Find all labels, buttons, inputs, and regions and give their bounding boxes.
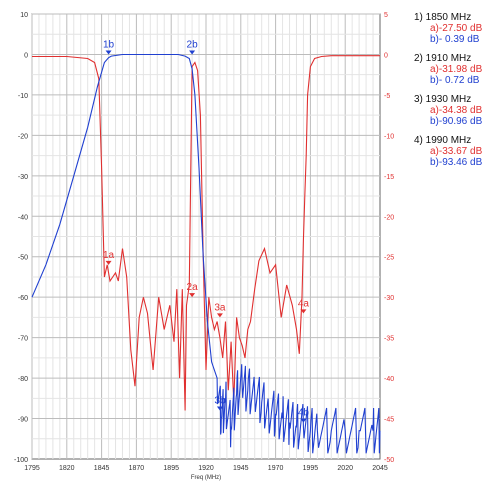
x-tick-label: 1845 xyxy=(94,465,110,472)
y-left-tick-label: -10 xyxy=(18,93,28,100)
marker-triangle xyxy=(300,418,307,423)
marker-label: 1b xyxy=(103,39,115,50)
x-tick-label: 2045 xyxy=(372,465,388,472)
y-right-tick-label: -15 xyxy=(384,174,394,181)
y-right-tick-label: -5 xyxy=(384,93,390,100)
marker-label: 4a xyxy=(298,298,310,309)
x-tick-label: 2020 xyxy=(337,465,353,472)
marker-4-frequency: 4) 1990 MHz xyxy=(414,135,472,146)
y-left-tick-label: 10 xyxy=(20,12,28,19)
filter-response-chart: 1795 1820 1845 1870 1895 1920 1945 1970 1995 2020… xyxy=(14,12,394,481)
marker-triangle xyxy=(105,260,112,265)
y-left-tick-label: -60 xyxy=(18,295,28,302)
x-tick-label: 1820 xyxy=(59,465,75,472)
x-tick-label: 1945 xyxy=(233,465,249,472)
x-tick-label: 1920 xyxy=(198,465,214,472)
marker-triangle xyxy=(300,309,307,314)
marker-4: 4) 1990 MHz a)-33.67 dB b)-93.46 dB xyxy=(414,135,493,168)
x-axis-title: Freq (MHz) xyxy=(191,475,221,481)
y-right-tick-label: -30 xyxy=(384,295,394,302)
marker-label: 2a xyxy=(187,282,199,293)
series-2-line xyxy=(31,53,381,454)
marker-3-frequency: 3) 1930 MHz xyxy=(414,94,472,105)
marker-2-value-a: a)-31.98 dB xyxy=(430,64,483,75)
y-left-tick-label: -100 xyxy=(14,457,28,464)
y-left-tick-label: -90 xyxy=(18,417,28,424)
marker-1: 1) 1850 MHz a)-27.50 dB b)- 0.39 dB xyxy=(414,12,493,45)
series-1-line xyxy=(32,55,380,411)
y-right-tick-label: 0 xyxy=(384,52,388,59)
marker-4-value-a: a)-33.67 dB xyxy=(430,146,483,157)
y-left-tick-label: -80 xyxy=(18,376,28,383)
x-tick-label: 1895 xyxy=(163,465,179,472)
y-right-tick-label: -35 xyxy=(384,336,394,343)
y-left-tick-label: -40 xyxy=(18,214,28,221)
marker-label: 4b xyxy=(298,408,310,419)
marker-triangle xyxy=(216,313,223,318)
marker-2-value-b: b)- 0.72 dB xyxy=(430,75,480,86)
marker-label: 3b xyxy=(214,395,226,406)
x-tick-label: 1795 xyxy=(24,465,40,472)
y-left-tick-label: -50 xyxy=(18,255,28,262)
marker-3: 3) 1930 MHz a)-34.38 dB b)-90.96 dB xyxy=(414,94,493,127)
marker-1-frequency: 1) 1850 MHz xyxy=(414,12,472,23)
marker-1-value-a: a)-27.50 dB xyxy=(430,23,483,34)
y-left-tick-label: 0 xyxy=(24,52,28,59)
y-right-tick-label: -25 xyxy=(384,255,394,262)
marker-3-value-b: b)-90.96 dB xyxy=(430,116,483,127)
marker-triangle xyxy=(189,50,196,55)
y-left-tick-label: -20 xyxy=(18,133,28,140)
x-tick-label: 1970 xyxy=(268,465,284,472)
x-tick-label: 1870 xyxy=(129,465,145,472)
marker-2: 2) 1910 MHz a)-31.98 dB b)- 0.72 dB xyxy=(414,53,493,86)
y-left-tick-label: -30 xyxy=(18,174,28,181)
y-right-tick-label: -50 xyxy=(384,457,394,464)
marker-triangle xyxy=(105,50,112,55)
marker-3-value-a: a)-34.38 dB xyxy=(430,105,483,116)
marker-triangle xyxy=(189,293,196,298)
marker-1-value-b: b)- 0.39 dB xyxy=(430,34,480,45)
y-right-tick-label: -20 xyxy=(384,214,394,221)
marker-triangle xyxy=(216,406,223,411)
marker-label: 3a xyxy=(214,302,226,313)
marker-label: 1a xyxy=(103,250,115,261)
y-right-tick-label: -45 xyxy=(384,417,394,424)
y-right-tick-label: -40 xyxy=(384,376,394,383)
x-tick-label: 1995 xyxy=(303,465,319,472)
y-left-tick-label: -70 xyxy=(18,336,28,343)
marker-4-value-b: b)-93.46 dB xyxy=(430,157,483,168)
marker-label: 2b xyxy=(187,39,199,50)
y-right-tick-label: -10 xyxy=(384,133,394,140)
marker-2-frequency: 2) 1910 MHz xyxy=(414,53,472,64)
marker-readout-panel: 1) 1850 MHz a)-27.50 dB b)- 0.39 dB 2) 1… xyxy=(414,12,493,176)
y-right-tick-label: 5 xyxy=(384,12,388,19)
